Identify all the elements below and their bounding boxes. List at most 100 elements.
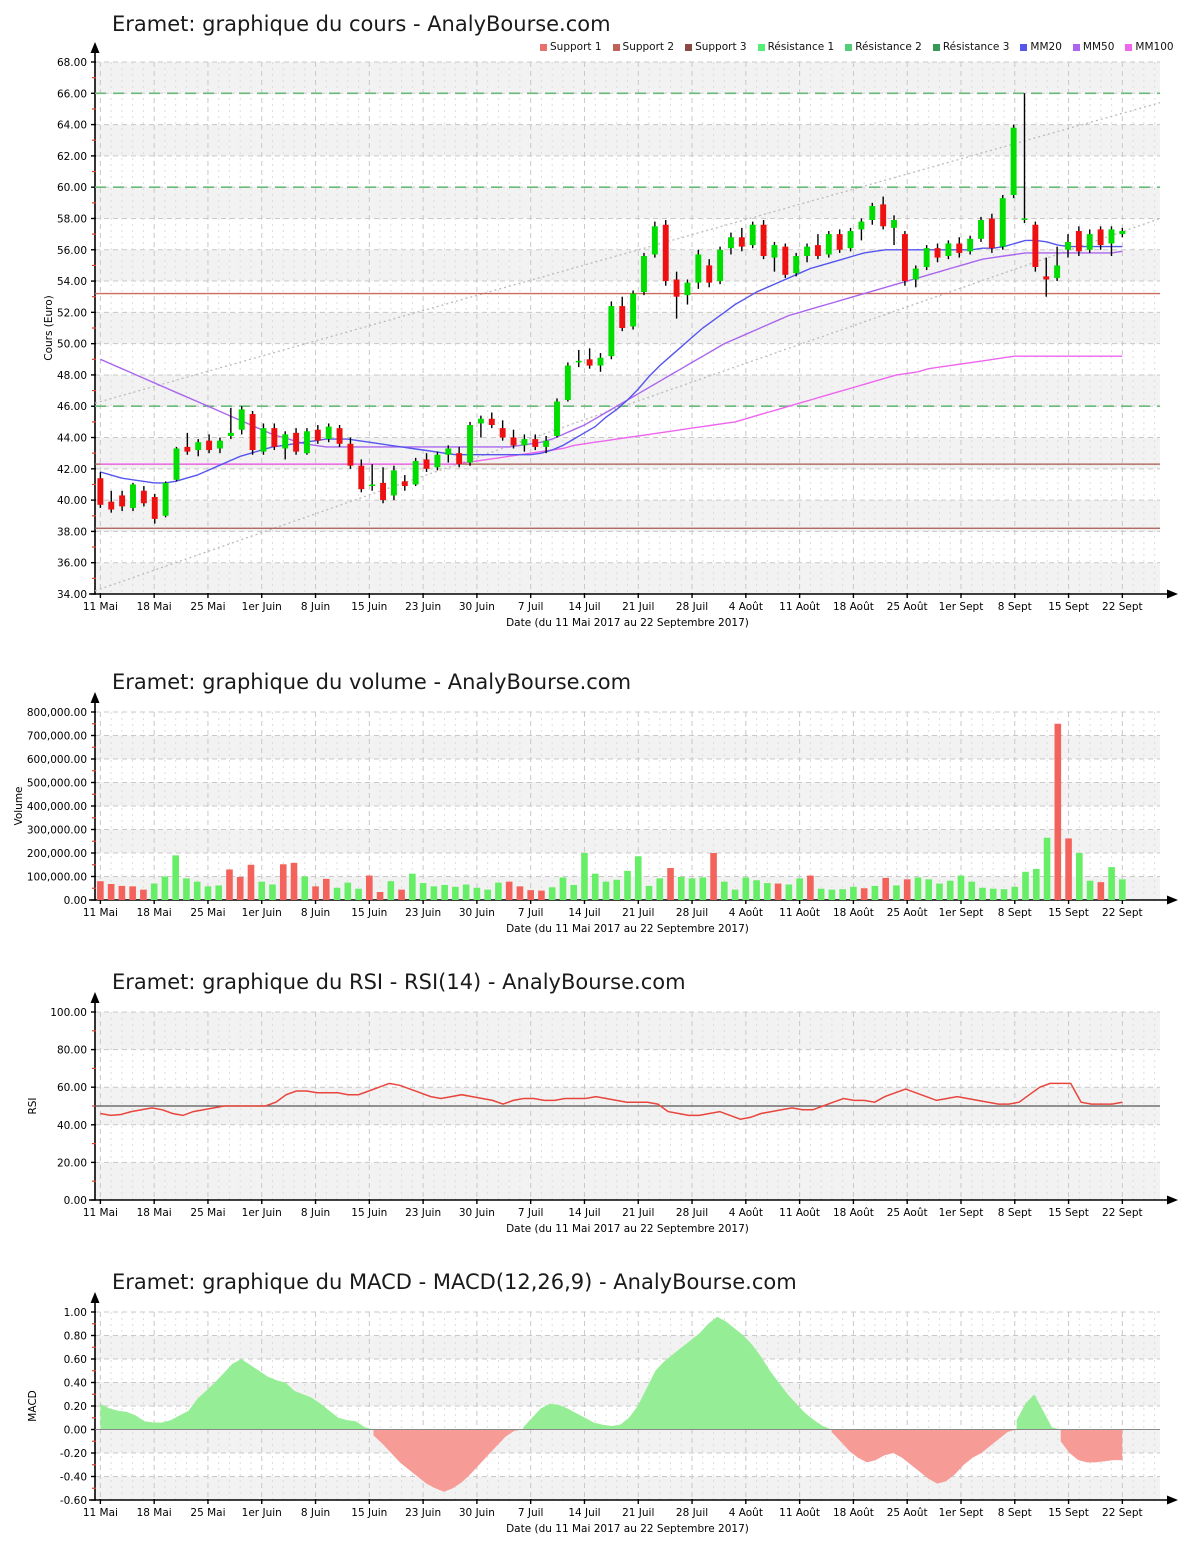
candlestick [651,221,658,258]
volume-bar [925,879,933,900]
candle-body [119,495,126,507]
candle-body [130,484,136,508]
x-axis-tick-label: 14 Juil [568,1207,600,1219]
x-axis-tick-label: 18 Août [833,601,874,613]
x-axis-tick-label: 28 Juil [676,1207,708,1219]
macd-positive-area [100,1359,374,1430]
volume-bar [1032,868,1040,900]
volume-bar [893,885,900,900]
volume-bar [979,887,986,900]
grid-band [95,62,1160,94]
candlestick [130,482,136,512]
legend-item-label: Résistance 3 [942,41,1010,53]
candlestick [206,434,213,454]
x-axis-tick-label: 1er Sept [939,1507,984,1519]
volume-bar [419,883,427,900]
x-axis-tick-label: 18 Août [833,1507,874,1519]
candlestick [956,237,963,258]
candle-body [706,265,713,283]
x-axis-caption: Date (du 11 Mai 2017 au 22 Septembre 201… [506,923,749,935]
candlestick [238,406,245,435]
volume-bar [624,870,631,900]
x-axis-tick-label: 1er Juin [242,907,282,919]
volume-bar [129,886,136,900]
candle-body [347,443,354,466]
candlestick [521,434,528,452]
candle-body [108,501,115,510]
candlestick [749,221,756,249]
legend-item-r-sistance-3: Résistance 3 [932,41,1010,53]
x-axis-tick-label: 8 Sept [998,1507,1032,1519]
x-axis-arrow [1167,589,1178,599]
volume-bar [850,886,857,900]
x-axis-tick-label: 4 Août [729,601,763,613]
candle-body [282,434,289,449]
candlestick [923,245,930,271]
candle-body [738,237,745,247]
volume-bar [656,878,664,900]
volume-chart-panel: Eramet: graphique du volume - AnalyBours… [0,650,1200,950]
macd-chart-title: Eramet: graphique du MACD - MACD(12,26,9… [112,1270,797,1294]
candlestick [684,279,691,305]
candle-body [151,496,158,519]
volume-bar [279,864,287,900]
candle-body [967,238,974,252]
candle-body [586,359,593,366]
volume-bar [355,888,362,900]
candlestick [1086,229,1093,253]
candle-body [880,204,887,227]
volume-bar [764,883,771,900]
x-axis-tick-label: 14 Juil [568,907,600,919]
candlestick [771,241,778,272]
candle-body [999,198,1006,247]
candle-body [456,453,463,465]
legend-item-label: MM20 [1030,41,1062,53]
volume-bar [161,876,169,900]
candlestick [641,252,647,296]
volume-bar [688,878,696,900]
legend-swatch-icon [1072,43,1080,51]
candlestick [401,475,408,491]
candle-body [97,478,104,505]
y-axis-tick-label: 100.00 [50,1007,87,1019]
x-axis-arrow [1167,1495,1178,1505]
candle-body [1021,218,1028,221]
candlestick [543,435,550,454]
candlestick [499,420,506,441]
volume-bar [1065,838,1072,900]
volume-bar [516,886,524,900]
rsi-chart-plot: 0.00 20.00 40.00 60.00 80.00 100.00 11 Mai 18 M… [27,992,1178,1235]
volume-bar [344,882,352,900]
x-axis-tick-label: 18 Mai [137,907,172,919]
price-chart-legend: Support 1 Support 2 Support 3 Résistance 1 R… [540,42,1174,53]
candle-body [673,279,680,297]
x-axis-tick-label: 18 Mai [137,1507,172,1519]
candle-body [434,454,441,468]
volume-bar [731,889,739,900]
candlestick [108,490,115,513]
volume-bar [1086,880,1094,900]
x-axis-tick-label: 21 Juil [622,1207,654,1219]
legend-swatch-icon [685,43,693,51]
volume-chart-plot: 0.00 100,000.00 200,000.00 300,000.00 400,00… [13,692,1178,935]
candle-body [988,218,995,249]
x-axis-tick-label: 25 Août [887,1507,928,1519]
candlestick [814,234,821,260]
grid-band [95,829,1160,853]
x-axis-tick-label: 21 Juil [622,601,654,613]
volume-bar [903,879,911,900]
y-axis-tick-label: 300,000.00 [27,825,87,837]
volume-bar [721,881,728,900]
x-axis-tick-label: 11 Mai [83,907,118,919]
volume-bar [667,868,674,900]
price-chart-title: Eramet: graphique du cours - AnalyBourse… [112,12,611,36]
y-axis-tick-label: 400,000.00 [27,801,87,813]
candle-body [325,426,332,440]
x-axis-tick-label: 25 Mai [190,907,225,919]
candle-body [271,428,278,447]
volume-bar [710,853,717,900]
macd-negative-area [831,1429,1017,1484]
candle-body [412,461,419,485]
x-axis-tick-label: 18 Mai [137,1207,172,1219]
candle-body [608,306,615,357]
